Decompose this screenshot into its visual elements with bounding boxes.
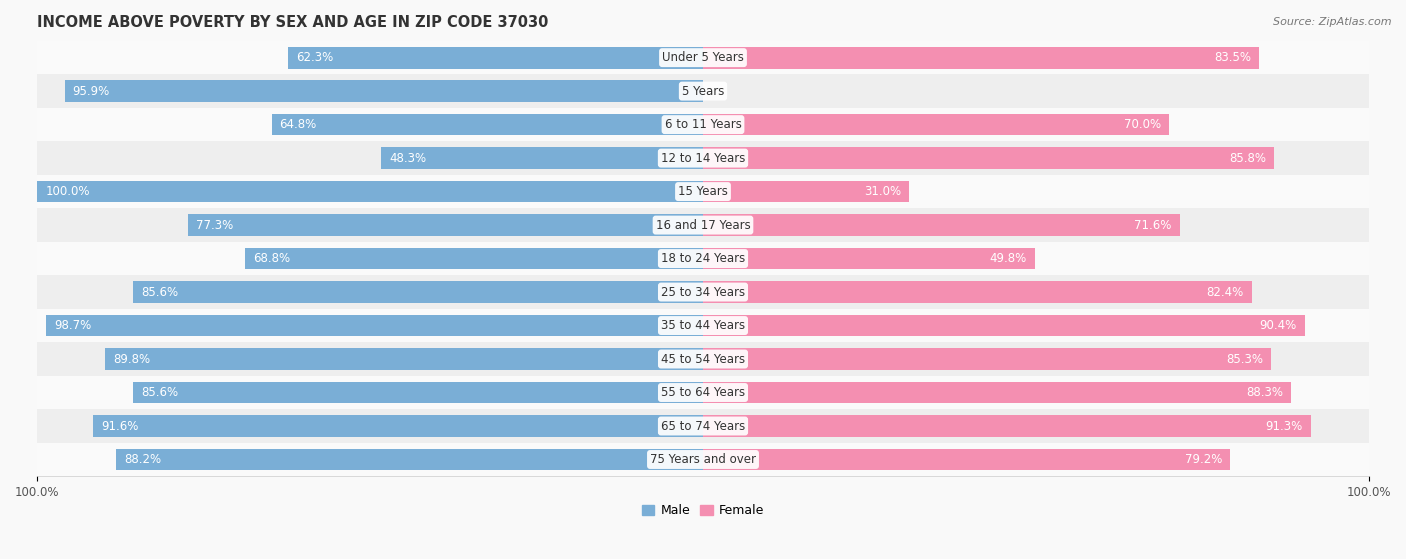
Bar	[37, 141, 1369, 175]
Bar	[703, 382, 1291, 404]
Bar	[37, 41, 1369, 74]
Text: 45 to 54 Years: 45 to 54 Years	[661, 353, 745, 366]
Text: Under 5 Years: Under 5 Years	[662, 51, 744, 64]
Text: 5 Years: 5 Years	[682, 84, 724, 98]
Bar	[134, 382, 703, 404]
Bar	[65, 80, 703, 102]
Bar	[46, 315, 703, 337]
Bar	[93, 415, 703, 437]
Text: 71.6%: 71.6%	[1135, 219, 1171, 231]
Bar	[37, 74, 1369, 108]
Text: 95.9%: 95.9%	[73, 84, 110, 98]
Text: 64.8%: 64.8%	[280, 118, 316, 131]
Text: 68.8%: 68.8%	[253, 252, 290, 265]
Text: 62.3%: 62.3%	[297, 51, 333, 64]
Bar	[703, 449, 1230, 470]
Text: 75 Years and over: 75 Years and over	[650, 453, 756, 466]
Bar	[134, 281, 703, 303]
Text: 91.6%: 91.6%	[101, 419, 139, 433]
Text: 35 to 44 Years: 35 to 44 Years	[661, 319, 745, 332]
Bar	[37, 175, 1369, 209]
Text: 85.8%: 85.8%	[1229, 151, 1267, 164]
Bar	[105, 348, 703, 370]
Text: 98.7%: 98.7%	[53, 319, 91, 332]
Text: 25 to 34 Years: 25 to 34 Years	[661, 286, 745, 299]
Bar	[37, 342, 1369, 376]
Text: 83.5%: 83.5%	[1213, 51, 1251, 64]
Bar	[288, 47, 703, 69]
Text: 79.2%: 79.2%	[1185, 453, 1222, 466]
Text: INCOME ABOVE POVERTY BY SEX AND AGE IN ZIP CODE 37030: INCOME ABOVE POVERTY BY SEX AND AGE IN Z…	[37, 15, 548, 30]
Bar	[37, 409, 1369, 443]
Text: 55 to 64 Years: 55 to 64 Years	[661, 386, 745, 399]
Bar	[37, 209, 1369, 242]
Bar	[703, 113, 1168, 135]
Text: Source: ZipAtlas.com: Source: ZipAtlas.com	[1274, 17, 1392, 27]
Bar	[381, 147, 703, 169]
Text: 85.6%: 85.6%	[141, 286, 179, 299]
Text: 49.8%: 49.8%	[990, 252, 1026, 265]
Text: 77.3%: 77.3%	[197, 219, 233, 231]
Bar	[37, 242, 1369, 276]
Text: 82.4%: 82.4%	[1206, 286, 1243, 299]
Bar	[188, 214, 703, 236]
Text: 18 to 24 Years: 18 to 24 Years	[661, 252, 745, 265]
Bar	[37, 108, 1369, 141]
Text: 89.8%: 89.8%	[112, 353, 150, 366]
Text: 88.3%: 88.3%	[1246, 386, 1282, 399]
Bar	[37, 443, 1369, 476]
Bar	[703, 281, 1251, 303]
Text: 12 to 14 Years: 12 to 14 Years	[661, 151, 745, 164]
Text: 85.3%: 85.3%	[1226, 353, 1263, 366]
Bar	[37, 181, 703, 202]
Bar	[703, 214, 1180, 236]
Bar	[703, 415, 1310, 437]
Bar	[37, 376, 1369, 409]
Bar	[271, 113, 703, 135]
Text: 90.4%: 90.4%	[1260, 319, 1296, 332]
Bar	[115, 449, 703, 470]
Bar	[37, 276, 1369, 309]
Text: 6 to 11 Years: 6 to 11 Years	[665, 118, 741, 131]
Bar	[703, 248, 1035, 269]
Text: 15 Years: 15 Years	[678, 185, 728, 198]
Bar	[37, 309, 1369, 342]
Bar	[703, 348, 1271, 370]
Text: 65 to 74 Years: 65 to 74 Years	[661, 419, 745, 433]
Bar	[703, 181, 910, 202]
Text: 48.3%: 48.3%	[389, 151, 426, 164]
Text: 16 and 17 Years: 16 and 17 Years	[655, 219, 751, 231]
Bar	[703, 315, 1305, 337]
Legend: Male, Female: Male, Female	[637, 499, 769, 522]
Bar	[703, 47, 1258, 69]
Text: 31.0%: 31.0%	[865, 185, 901, 198]
Text: 91.3%: 91.3%	[1265, 419, 1303, 433]
Bar	[245, 248, 703, 269]
Text: 88.2%: 88.2%	[124, 453, 160, 466]
Text: 85.6%: 85.6%	[141, 386, 179, 399]
Text: 100.0%: 100.0%	[45, 185, 90, 198]
Text: 70.0%: 70.0%	[1123, 118, 1161, 131]
Bar	[703, 147, 1274, 169]
